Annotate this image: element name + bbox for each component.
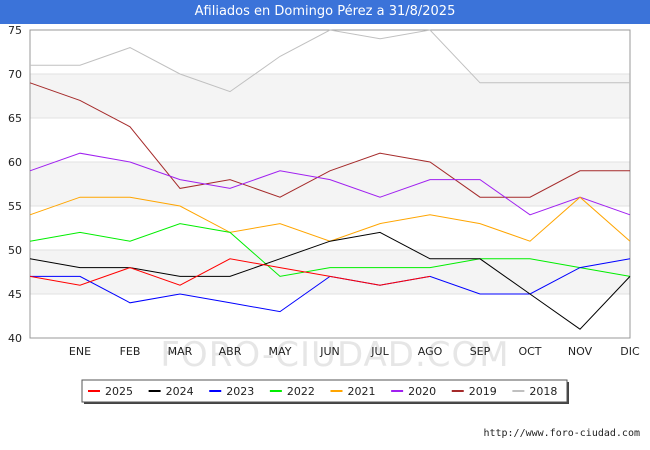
series-line-2019 [29,82,630,198]
y-tick-label: 50 [8,244,22,257]
y-tick-label: 55 [8,200,22,213]
y-axis: 40 45 50 55 60 65 70 75 [8,24,22,345]
legend-label-2022: 2022 [287,385,315,398]
series-lines [29,29,631,330]
legend-label-2020: 2020 [408,385,436,398]
legend-label-2018: 2018 [529,385,557,398]
y-tick-label: 65 [8,112,22,125]
band-65 [30,74,630,118]
x-tick-label: MAR [168,345,193,358]
y-tick-label: 45 [8,288,22,301]
x-tick-label: FEB [120,345,141,358]
x-tick-label: JUN [319,345,340,358]
y-tick-label: 60 [8,156,22,169]
y-tick-label: 75 [8,24,22,37]
background-bands [30,74,630,294]
x-tick-label: SEP [470,345,491,358]
x-tick-label: OCT [518,345,541,358]
legend-label-2025: 2025 [105,385,133,398]
x-tick-label: NOV [568,345,593,358]
y-tick-label: 40 [8,332,22,345]
series-line-2025 [29,258,431,286]
series-line-2020 [29,152,631,216]
y-tick-label: 70 [8,68,22,81]
legend-label-2019: 2019 [469,385,497,398]
legend-label-2021: 2021 [348,385,376,398]
chart-title: Afiliados en Domingo Pérez a 31/8/2025 [0,0,650,24]
x-axis: ENE FEB MAR ABR MAY JUN JUL AGO SEP OCT NOV DIC [69,345,640,358]
legend-box [81,379,568,403]
series-line-2018 [30,29,630,93]
x-tick-label: ENE [69,345,91,358]
watermark: FORO-CIUDAD.COM [160,335,509,375]
source-url: http://www.foro-ciudad.com [483,428,640,439]
x-tick-label: ABR [219,345,242,358]
legend: 2025 2024 2023 2022 2021 2020 2019 2018 [81,379,569,404]
series-line-2022 [29,223,631,277]
x-tick-label: DIC [620,345,640,358]
x-tick-label: MAY [269,345,292,358]
x-tick-label: AGO [418,345,443,358]
legend-label-2024: 2024 [166,385,194,398]
x-tick-label: JUL [370,345,389,358]
legend-label-2023: 2023 [226,385,254,398]
band-45 [30,250,630,294]
band-55 [30,162,630,206]
